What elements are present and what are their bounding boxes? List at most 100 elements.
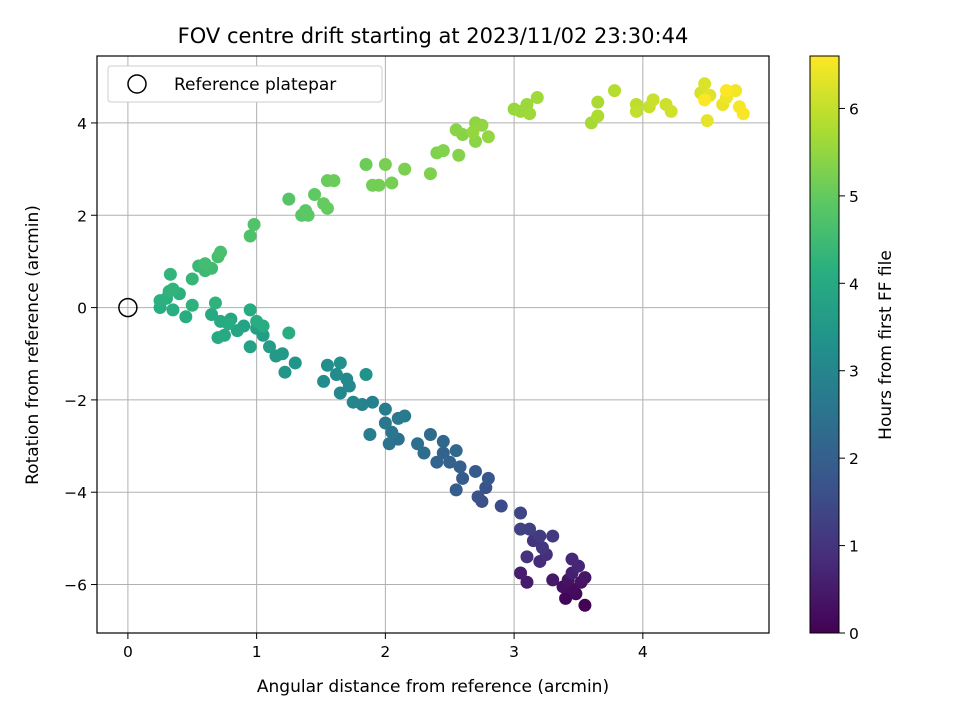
data-point xyxy=(269,349,283,363)
data-point xyxy=(523,107,537,121)
data-point xyxy=(475,118,489,132)
data-point xyxy=(546,573,560,587)
data-point xyxy=(179,310,193,324)
x-tick-label: 4 xyxy=(638,643,648,661)
data-point xyxy=(700,114,714,128)
y-tick-label: 0 xyxy=(77,300,87,318)
data-point xyxy=(578,571,592,585)
data-point xyxy=(736,107,750,121)
data-point xyxy=(449,123,463,137)
data-point xyxy=(340,372,354,386)
legend: Reference platepar xyxy=(107,65,383,103)
data-point xyxy=(211,331,225,345)
data-point xyxy=(378,157,392,171)
colorbar-tick-label: 5 xyxy=(849,188,859,206)
data-point xyxy=(698,77,712,91)
colorbar-tick-label: 3 xyxy=(849,363,859,381)
colorbar: 0 1 2 3 4 5 6 Hours from first FF file xyxy=(809,55,896,643)
colorbar-tick-label: 2 xyxy=(849,450,859,468)
plot-frame xyxy=(96,55,770,634)
data-point xyxy=(443,455,457,469)
data-point xyxy=(214,245,228,259)
data-point xyxy=(411,437,425,451)
data-point xyxy=(243,340,257,354)
data-point xyxy=(333,356,347,370)
x-tick-label: 3 xyxy=(509,643,519,661)
data-point xyxy=(398,409,412,423)
colorbar-tick-label: 0 xyxy=(849,625,859,643)
plot-area xyxy=(96,55,770,634)
data-point xyxy=(308,187,322,201)
data-point xyxy=(436,144,450,158)
data-point xyxy=(514,506,528,520)
data-point xyxy=(346,395,360,409)
data-point xyxy=(372,178,386,192)
data-point xyxy=(436,434,450,448)
data-point xyxy=(546,529,560,543)
data-point xyxy=(378,416,392,430)
data-point xyxy=(247,217,261,231)
data-point xyxy=(423,167,437,181)
data-point xyxy=(514,522,528,536)
x-tick-label: 1 xyxy=(252,643,262,661)
data-point xyxy=(282,192,296,206)
colorbar-gradient xyxy=(809,55,840,634)
data-point xyxy=(385,425,399,439)
y-tick-label: −4 xyxy=(64,484,87,502)
scatter-points xyxy=(153,77,750,612)
data-point xyxy=(163,267,177,281)
data-point xyxy=(494,499,508,513)
data-point xyxy=(423,428,437,442)
data-point xyxy=(198,257,212,271)
data-point xyxy=(153,294,167,308)
data-point xyxy=(559,591,573,605)
data-point xyxy=(608,84,622,98)
data-point xyxy=(166,303,180,317)
data-point xyxy=(205,307,219,321)
data-point xyxy=(520,550,534,564)
data-point xyxy=(166,282,180,296)
data-point xyxy=(365,395,379,409)
data-point xyxy=(523,522,537,536)
data-point xyxy=(535,541,549,555)
y-tick-label: −2 xyxy=(64,392,87,410)
data-point xyxy=(530,91,544,105)
y-axis-label: Rotation from reference (arcmin) xyxy=(23,205,43,485)
data-point xyxy=(359,368,373,382)
data-point xyxy=(243,303,257,317)
y-axis-ticks: −6 −4 −2 0 2 4 xyxy=(64,115,97,595)
x-axis-label: Angular distance from reference (arcmin) xyxy=(257,677,609,697)
data-point xyxy=(320,358,334,372)
data-point xyxy=(436,446,450,460)
data-point xyxy=(698,93,712,107)
colorbar-tick-label: 1 xyxy=(849,538,859,556)
data-point xyxy=(382,437,396,451)
y-tick-label: 2 xyxy=(77,207,87,225)
data-point xyxy=(288,356,302,370)
colorbar-label: Hours from first FF file xyxy=(876,250,896,440)
y-tick-label: 4 xyxy=(77,115,87,133)
data-point xyxy=(468,464,482,478)
data-point xyxy=(417,446,431,460)
data-point xyxy=(471,490,485,504)
data-point xyxy=(359,157,373,171)
data-point xyxy=(449,483,463,497)
colorbar-tick-label: 4 xyxy=(849,275,859,293)
grid-lines xyxy=(97,56,769,633)
data-point xyxy=(208,296,222,310)
data-point xyxy=(301,208,315,222)
data-point xyxy=(185,272,199,286)
data-point xyxy=(629,104,643,118)
data-point xyxy=(185,298,199,312)
data-point xyxy=(514,566,528,580)
data-point xyxy=(481,471,495,485)
data-point xyxy=(320,201,334,215)
y-tick-label: −6 xyxy=(64,577,87,595)
colorbar-tick-label: 6 xyxy=(849,100,859,118)
data-point xyxy=(466,125,480,139)
data-point xyxy=(430,455,444,469)
data-point xyxy=(578,598,592,612)
data-point xyxy=(363,428,377,442)
data-point xyxy=(591,95,605,109)
